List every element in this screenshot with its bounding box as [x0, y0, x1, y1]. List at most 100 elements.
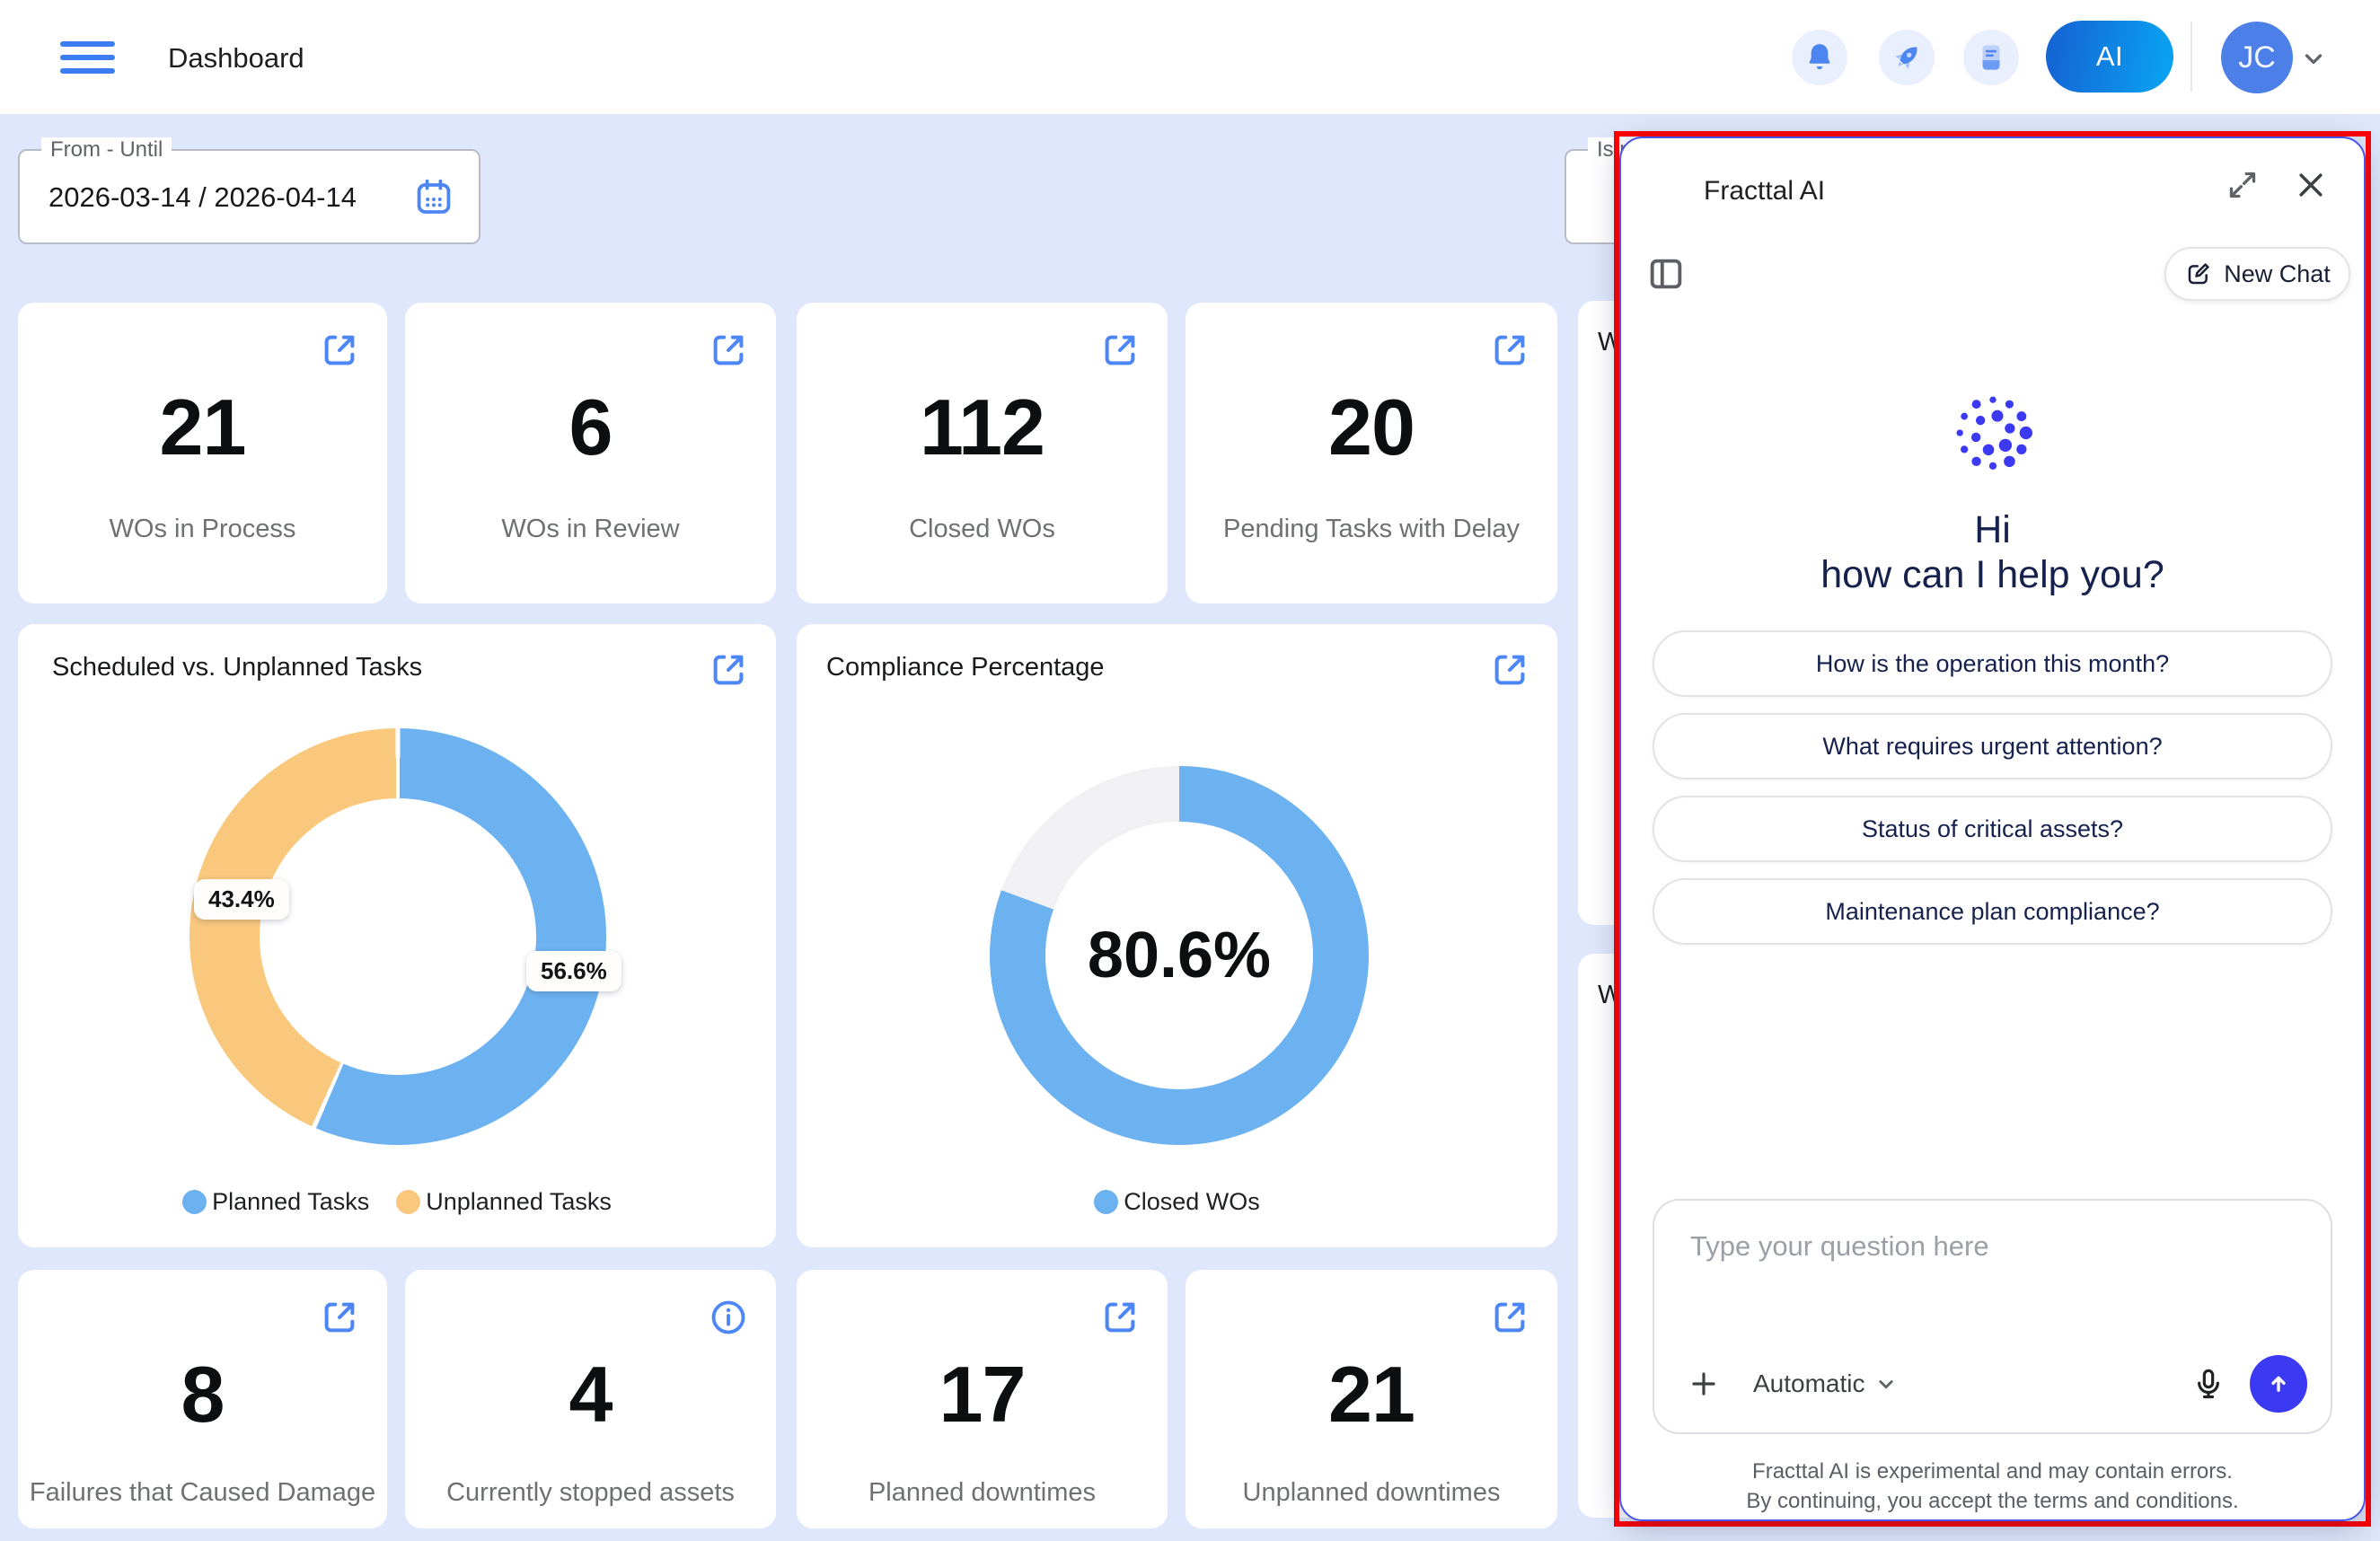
close-icon[interactable] [2293, 167, 2329, 203]
chevron-down-icon [1873, 1370, 1900, 1397]
suggestion-critical-assets[interactable]: Status of critical assets? [1653, 796, 2332, 862]
chart-card-scheduled-vs-unplanned: Scheduled vs. Unplanned Tasks 43.4% 56.6… [18, 624, 776, 1247]
legend-item-planned: Planned Tasks [182, 1188, 369, 1216]
send-button[interactable] [2250, 1355, 2307, 1413]
kpi-label: Currently stopped assets [446, 1478, 735, 1507]
external-link-icon[interactable] [1489, 330, 1530, 371]
chart-title: Compliance Percentage [826, 653, 1105, 682]
microphone-icon[interactable] [2190, 1366, 2226, 1402]
document-list-icon [1974, 40, 2008, 75]
rocket-icon [1890, 40, 1924, 75]
external-link-icon[interactable] [319, 1297, 360, 1338]
kpi-label: Failures that Caused Damage [29, 1478, 376, 1507]
kpi-card-unplanned-downtimes: 21 Unplanned downtimes [1186, 1270, 1557, 1528]
user-avatar[interactable]: JC [2221, 22, 2293, 93]
external-link-icon[interactable] [1489, 649, 1530, 691]
fracttal-ai-logo [1621, 386, 2364, 480]
date-range-filter[interactable]: From - Until 2026-03-14 / 2026-04-14 [18, 137, 480, 244]
legend-item-closed-wos: Closed WOs [1094, 1188, 1260, 1216]
external-link-icon[interactable] [319, 330, 360, 371]
suggestion-plan-compliance[interactable]: Maintenance plan compliance? [1653, 878, 2332, 945]
kpi-card-closed-wos: 112 Closed WOs [797, 303, 1168, 603]
donut-hole: 80.6% [1045, 822, 1313, 1089]
whats-new-button[interactable] [1879, 30, 1935, 85]
sidebar-toggle-icon[interactable] [1645, 253, 1687, 295]
attach-plus-icon[interactable] [1687, 1367, 1721, 1401]
kpi-card-stopped-assets: 4 Currently stopped assets [405, 1270, 776, 1528]
dots-logo-icon [1946, 386, 2040, 480]
ai-disclaimer: Fracttal AI is experimental and may cont… [1621, 1457, 2364, 1516]
kpi-label: WOs in Review [501, 515, 680, 543]
kpi-value: 21 [1328, 1350, 1415, 1439]
kpi-label: Unplanned downtimes [1242, 1478, 1501, 1507]
date-range-label: From - Until [41, 137, 172, 163]
kpi-label: WOs in Process [109, 515, 296, 543]
notifications-button[interactable] [1792, 30, 1847, 85]
kpi-card-planned-downtimes: 17 Planned downtimes [797, 1270, 1168, 1528]
kpi-value: 21 [159, 383, 247, 471]
external-link-icon[interactable] [708, 330, 749, 371]
donut-hole [260, 798, 536, 1075]
suggestion-operation-this-month[interactable]: How is the operation this month? [1653, 630, 2332, 697]
chat-input-box: Automatic [1653, 1199, 2332, 1434]
kpi-label: Closed WOs [909, 515, 1055, 543]
edit-pencil-icon [2184, 260, 2213, 288]
fracttal-ai-panel: Fracttal AI New Chat Hi how can I help y… [1619, 136, 2366, 1521]
legend-label: Closed WOs [1124, 1188, 1260, 1215]
donut-chart-compliance: 80.6% [990, 766, 1369, 1145]
legend-dot [396, 1190, 421, 1214]
chart-legend: Closed WOs [797, 1188, 1557, 1216]
suggestion-urgent-attention[interactable]: What requires urgent attention? [1653, 713, 2332, 779]
kpi-value: 17 [939, 1350, 1027, 1439]
ai-panel-title: Fracttal AI [1704, 176, 1826, 206]
legend-label: Unplanned Tasks [426, 1188, 612, 1215]
external-link-icon[interactable] [1099, 330, 1141, 371]
kpi-card-failures-damage: 8 Failures that Caused Damage [18, 1270, 387, 1528]
header-divider [2190, 22, 2192, 92]
model-selector[interactable]: Automatic [1753, 1369, 1900, 1398]
chart-card-compliance: Compliance Percentage 80.6% Closed WOs [797, 624, 1557, 1247]
slice-label-planned: 56.6% [526, 951, 621, 991]
page-title: Dashboard [168, 42, 304, 74]
kpi-card-wos-in-review: 6 WOs in Review [405, 303, 776, 603]
chat-controls: Automatic [1687, 1355, 2307, 1413]
disclaimer-line1: Fracttal AI is experimental and may cont… [1752, 1459, 2233, 1484]
info-icon[interactable] [708, 1297, 749, 1338]
ai-assistant-button[interactable]: AI [2046, 21, 2173, 92]
compliance-percentage-value: 80.6% [1087, 920, 1272, 991]
legend-label: Planned Tasks [212, 1188, 370, 1215]
account-chevron-down-icon[interactable] [2297, 42, 2330, 75]
greeting-line2: how can I help you? [1820, 553, 2164, 596]
menu-hamburger-icon[interactable] [60, 41, 115, 74]
ai-panel-highlight-border: Fracttal AI New Chat Hi how can I help y… [1614, 131, 2371, 1527]
kpi-value: 112 [920, 383, 1045, 471]
calendar-icon[interactable] [412, 176, 455, 219]
kpi-value: 20 [1328, 383, 1415, 471]
slice-label-unplanned: 43.4% [194, 879, 289, 920]
date-range-value: 2026-03-14 / 2026-04-14 [48, 181, 357, 213]
new-chat-button[interactable]: New Chat [2164, 247, 2350, 301]
changelog-button[interactable] [1963, 30, 2019, 85]
greeting-line1: Hi [1974, 508, 2011, 551]
chart-title: Scheduled vs. Unplanned Tasks [52, 653, 423, 682]
kpi-label: Planned downtimes [868, 1478, 1097, 1507]
external-link-icon[interactable] [1489, 1297, 1530, 1338]
external-link-icon[interactable] [708, 649, 749, 691]
bell-icon [1803, 40, 1837, 75]
donut-chart-scheduled-vs-unplanned [190, 728, 606, 1145]
kpi-card-pending-tasks: 20 Pending Tasks with Delay [1186, 303, 1557, 603]
app-header: Dashboard AI JC [0, 0, 2380, 114]
kpi-value: 8 [181, 1350, 225, 1439]
kpi-card-wos-in-process: 21 WOs in Process [18, 303, 387, 603]
legend-dot [182, 1190, 207, 1214]
legend-dot [1094, 1190, 1119, 1214]
new-chat-label: New Chat [2224, 260, 2331, 287]
chat-question-input[interactable] [1690, 1226, 2295, 1267]
legend-item-unplanned: Unplanned Tasks [396, 1188, 612, 1216]
ai-button-label: AI [2095, 40, 2124, 72]
arrow-up-icon [2263, 1369, 2294, 1399]
external-link-icon[interactable] [1099, 1297, 1141, 1338]
kpi-label: Pending Tasks with Delay [1223, 515, 1520, 543]
expand-icon[interactable] [2225, 167, 2261, 203]
